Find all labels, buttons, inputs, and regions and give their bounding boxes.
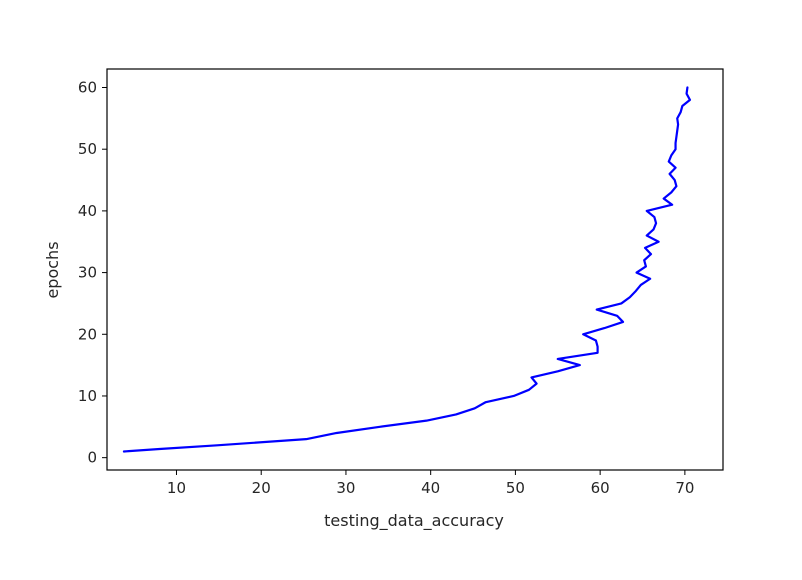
x-tick-label: 50: [506, 479, 525, 497]
series-line-1: [122, 86, 692, 453]
y-axis-title: epochs: [43, 241, 62, 298]
y-tick-label: 30: [78, 264, 97, 282]
x-axis-title: testing_data_accuracy: [324, 511, 504, 531]
y-tick-label: 60: [78, 79, 97, 97]
y-tick-label: 0: [87, 449, 97, 467]
plot-area: [122, 86, 692, 453]
x-tick-label: 30: [336, 479, 355, 497]
x-axis-ticks: 10 20 30 40 50 60 70: [167, 470, 694, 497]
x-tick-label: 70: [675, 479, 694, 497]
y-tick-label: 40: [78, 202, 97, 220]
x-tick-label: 20: [252, 479, 271, 497]
y-axis-ticks: 0 10 20 30 40 50 60: [78, 79, 107, 467]
y-tick-label: 20: [78, 325, 97, 343]
x-tick-label: 10: [167, 479, 186, 497]
plot-frame: [106, 68, 724, 471]
y-tick-label: 50: [78, 140, 97, 158]
x-tick-label: 60: [591, 479, 610, 497]
x-tick-label: 40: [421, 479, 440, 497]
y-tick-label: 10: [78, 387, 97, 405]
